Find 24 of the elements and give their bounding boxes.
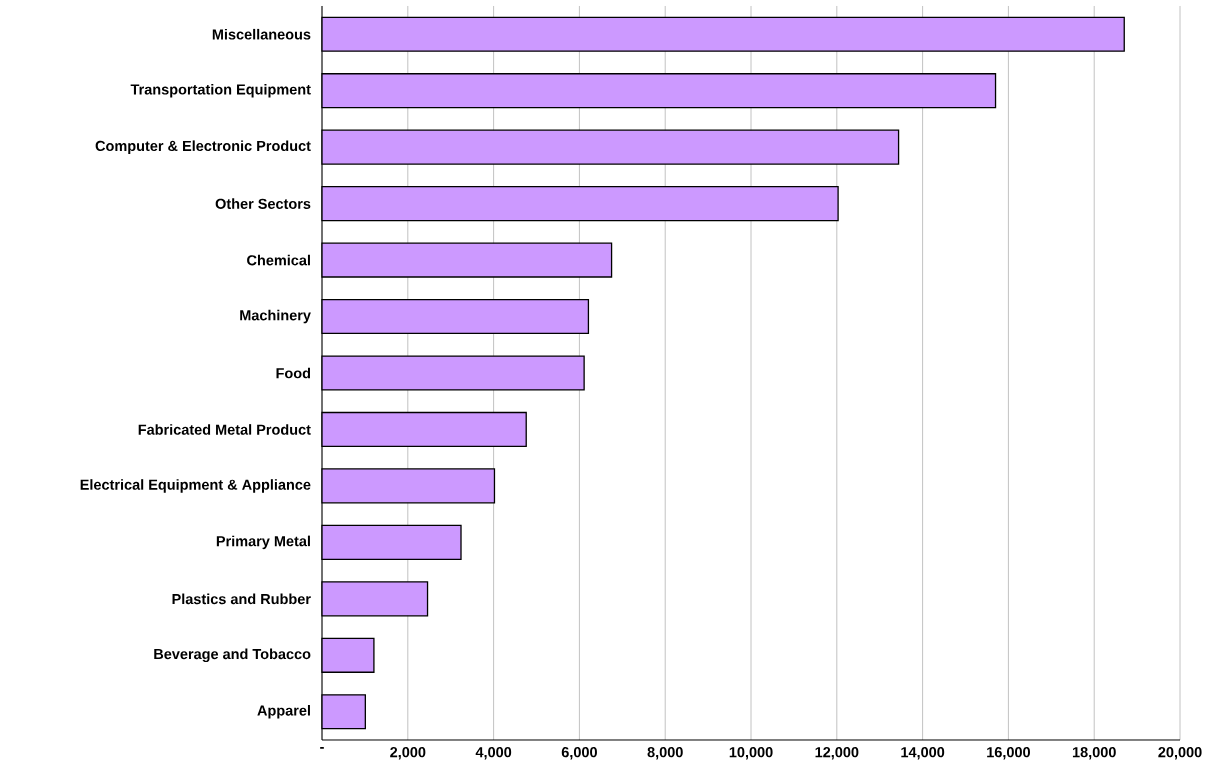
y-tick-label: Beverage and Tobacco — [154, 648, 311, 663]
y-tick-label: Plastics and Rubber — [172, 593, 311, 605]
x-tick-label: 8,000 — [647, 747, 683, 760]
x-tick-label: 6,000 — [561, 747, 597, 760]
y-tick-label: Chemical — [247, 254, 310, 266]
x-tick-label: 2,000 — [390, 747, 426, 760]
y-tick-label: Transportation Equipment — [130, 83, 311, 98]
y-tick-label: Other Sectors — [215, 198, 311, 209]
x-tick-label: 20,000 — [1158, 747, 1202, 760]
y-tick-label: Computer & Electronic Product — [95, 140, 311, 154]
y-tick-label: Electrical Equipment & Appliance — [80, 479, 311, 493]
y-tick-label: Food — [276, 367, 311, 379]
x-tick-label: 18,000 — [1072, 747, 1116, 760]
y-tick-label: Machinery — [240, 309, 311, 324]
x-tick-label: 16,000 — [987, 747, 1030, 760]
y-tick-label: Primary Metal — [216, 535, 310, 550]
x-tick-label: 4,000 — [475, 747, 512, 760]
x-tick-label: 10,000 — [729, 747, 773, 760]
x-tick-label: - — [320, 747, 324, 749]
y-tick-label: Apparel — [257, 705, 310, 719]
x-tick-label: 12,000 — [815, 747, 859, 760]
y-tick-label: Miscellaneous — [212, 28, 311, 40]
y-tick-label: Fabricated Metal Product — [138, 424, 311, 435]
x-tick-label: 14,000 — [901, 747, 945, 760]
